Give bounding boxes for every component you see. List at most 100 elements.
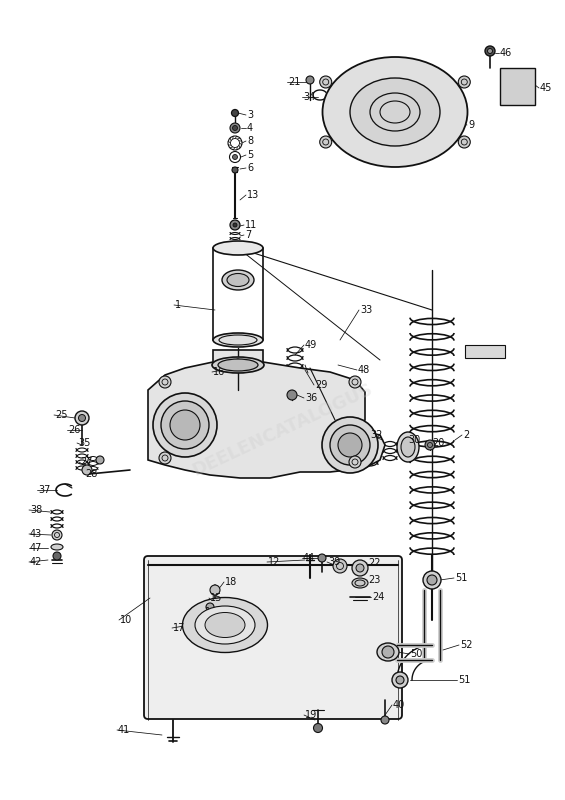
Text: 15: 15 xyxy=(210,593,223,603)
Circle shape xyxy=(207,617,213,623)
Ellipse shape xyxy=(205,613,245,638)
Text: 4: 4 xyxy=(247,123,253,133)
Text: 9: 9 xyxy=(468,120,474,130)
Circle shape xyxy=(170,410,200,440)
Circle shape xyxy=(233,154,237,159)
Text: 7: 7 xyxy=(245,230,251,240)
Ellipse shape xyxy=(218,359,258,371)
Text: 51: 51 xyxy=(458,675,471,685)
Polygon shape xyxy=(465,345,505,358)
Ellipse shape xyxy=(213,241,263,255)
Text: 14: 14 xyxy=(205,607,218,617)
Text: 22: 22 xyxy=(368,558,380,568)
Text: 45: 45 xyxy=(540,83,553,93)
Circle shape xyxy=(485,46,495,56)
Ellipse shape xyxy=(401,437,415,457)
Text: 3: 3 xyxy=(247,110,253,120)
Polygon shape xyxy=(148,350,385,478)
Circle shape xyxy=(161,401,209,449)
Ellipse shape xyxy=(213,333,263,347)
Text: 27: 27 xyxy=(80,457,93,467)
Polygon shape xyxy=(500,68,535,105)
Text: 6: 6 xyxy=(247,163,253,173)
Circle shape xyxy=(322,417,378,473)
Text: 23: 23 xyxy=(368,575,380,585)
Text: 34: 34 xyxy=(303,92,315,102)
Circle shape xyxy=(153,393,217,457)
Circle shape xyxy=(392,672,408,688)
Circle shape xyxy=(235,359,241,365)
Text: 36: 36 xyxy=(305,393,318,403)
Text: 8: 8 xyxy=(247,136,253,146)
Circle shape xyxy=(233,126,237,130)
Text: 50: 50 xyxy=(410,649,423,659)
Text: 52: 52 xyxy=(460,640,472,650)
Circle shape xyxy=(314,723,323,733)
Text: 37: 37 xyxy=(38,485,50,495)
Ellipse shape xyxy=(397,432,419,462)
Text: 12: 12 xyxy=(268,557,280,567)
Text: 41: 41 xyxy=(118,725,131,735)
Circle shape xyxy=(79,414,85,422)
Text: 49: 49 xyxy=(305,340,318,350)
Circle shape xyxy=(330,425,370,465)
Text: 48: 48 xyxy=(358,365,370,375)
Circle shape xyxy=(82,465,92,475)
Text: 47: 47 xyxy=(30,543,42,553)
Circle shape xyxy=(488,49,493,54)
Text: 33: 33 xyxy=(360,305,372,315)
Text: 29: 29 xyxy=(315,380,327,390)
Ellipse shape xyxy=(377,643,399,661)
Text: 2: 2 xyxy=(463,430,470,440)
Circle shape xyxy=(320,76,332,88)
Text: 20: 20 xyxy=(432,438,445,448)
Circle shape xyxy=(287,390,297,400)
Text: DEELENCATALOGUS: DEELENCATALOGUS xyxy=(190,380,376,480)
Text: 10: 10 xyxy=(120,615,132,625)
Circle shape xyxy=(458,76,470,88)
Circle shape xyxy=(381,716,389,724)
Text: 40: 40 xyxy=(393,700,405,710)
Text: 13: 13 xyxy=(247,190,259,200)
Circle shape xyxy=(52,530,62,540)
Ellipse shape xyxy=(222,270,254,290)
Circle shape xyxy=(206,603,214,611)
Circle shape xyxy=(356,564,364,572)
Circle shape xyxy=(382,646,394,658)
Text: 39: 39 xyxy=(328,557,340,567)
Circle shape xyxy=(75,411,89,425)
Circle shape xyxy=(396,676,404,684)
Circle shape xyxy=(159,452,171,464)
Circle shape xyxy=(349,456,361,468)
Text: 24: 24 xyxy=(372,592,384,602)
Text: 30: 30 xyxy=(408,435,420,445)
Circle shape xyxy=(425,440,435,450)
Circle shape xyxy=(96,456,104,464)
Text: 25: 25 xyxy=(55,410,67,420)
Circle shape xyxy=(349,376,361,388)
Ellipse shape xyxy=(212,357,264,373)
Text: 38: 38 xyxy=(30,505,42,515)
Text: 19: 19 xyxy=(305,710,318,720)
Circle shape xyxy=(230,123,240,133)
Text: 1: 1 xyxy=(175,300,181,310)
Circle shape xyxy=(338,433,362,457)
Text: 44: 44 xyxy=(303,553,315,563)
Text: 26: 26 xyxy=(68,425,80,435)
Circle shape xyxy=(210,585,220,595)
Ellipse shape xyxy=(51,544,63,550)
Ellipse shape xyxy=(227,274,249,286)
Text: 17: 17 xyxy=(173,623,185,633)
Text: 43: 43 xyxy=(30,529,42,539)
Ellipse shape xyxy=(350,78,440,146)
Text: 28: 28 xyxy=(85,469,97,479)
Circle shape xyxy=(232,110,238,117)
Circle shape xyxy=(458,136,470,148)
Ellipse shape xyxy=(323,57,467,167)
Circle shape xyxy=(233,223,237,227)
Circle shape xyxy=(320,136,332,148)
Circle shape xyxy=(232,167,238,173)
Ellipse shape xyxy=(352,578,368,588)
Circle shape xyxy=(423,571,441,589)
Text: 51: 51 xyxy=(455,573,467,583)
